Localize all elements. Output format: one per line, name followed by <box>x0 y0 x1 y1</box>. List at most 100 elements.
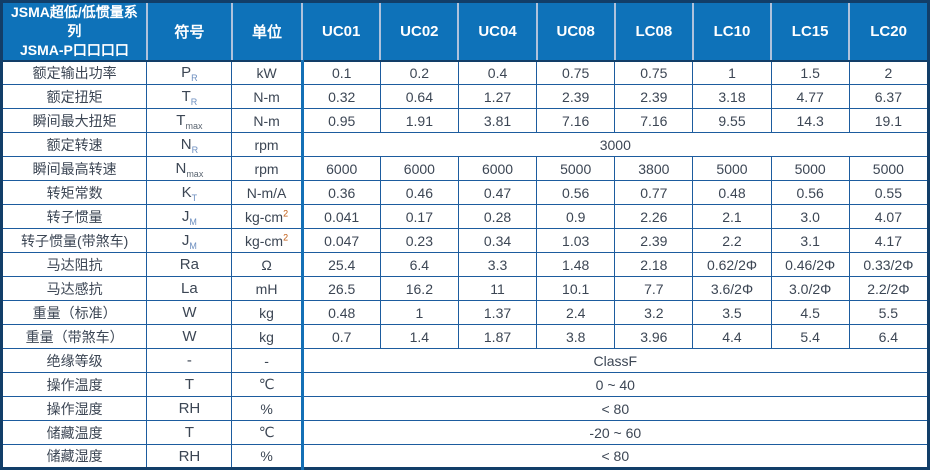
symbol-base: Ra <box>179 256 199 274</box>
unit-cell: rpm <box>231 156 303 182</box>
symbol-cell: RH <box>146 396 233 422</box>
spec-row-16: 储藏温度 T ℃ -20 ~ 60 <box>0 420 930 446</box>
merged-value-cell: 3000 <box>300 132 930 158</box>
symbol-base: La <box>181 280 198 298</box>
value-cell-uc04: 0.47 <box>457 180 538 206</box>
unit-base: kg-cm <box>244 208 284 225</box>
value-cell-uc02: 16.2 <box>379 276 459 302</box>
symbol-cell: - <box>146 348 233 374</box>
spec-row-9: 马达阻抗 Ra Ω 25.4 6.4 3.3 1.48 2.18 0.62/2Φ 0.46/2Φ 0… <box>0 252 930 278</box>
symbol-cell: La <box>146 276 233 302</box>
value-cell-lc15: 3.0/2Φ <box>770 276 850 302</box>
symbol-subscript: M <box>189 241 197 252</box>
value-cell-uc08: 10.1 <box>536 276 616 302</box>
value-cell-lc20: 4.07 <box>848 204 930 230</box>
value-cell-lc15: 4.77 <box>770 84 850 110</box>
column-header-uc01: UC01 <box>301 1 381 62</box>
spec-row-4: 额定转速 NR rpm 3000 <box>0 132 930 158</box>
symbol-base: N <box>180 136 192 154</box>
unit-base: ℃ <box>258 424 275 441</box>
value-cell-uc04: 0.34 <box>457 228 538 254</box>
symbol-subscript: T <box>191 193 198 204</box>
row-label: 重量（带煞车） <box>0 324 148 350</box>
symbol-base: N <box>175 160 187 178</box>
value-cell-lc20: 0.33/2Φ <box>848 252 930 278</box>
value-cell-uc04: 1.37 <box>457 300 538 326</box>
spec-row-2: 额定扭矩 TR N-m 0.32 0.64 1.27 2.39 2.39 3.18 4.77 6.3… <box>0 84 930 110</box>
value-cell-uc01: 0.48 <box>300 300 381 326</box>
unit-base: N-m <box>253 112 280 129</box>
unit-base: kg <box>259 328 274 345</box>
merged-value-cell: 0 ~ 40 <box>300 372 930 398</box>
symbol-cell: TR <box>146 84 233 110</box>
symbol-base: RH <box>178 400 201 418</box>
value-cell-lc15: 0.46/2Φ <box>770 252 850 278</box>
symbol-cell: T <box>146 420 233 446</box>
value-cell-uc08: 1.48 <box>536 252 616 278</box>
value-cell-uc04: 0.28 <box>457 204 538 230</box>
series-title-line2: JSMA-P口口口口 <box>19 41 129 58</box>
row-label: 额定扭矩 <box>0 84 148 110</box>
unit-superscript: 2 <box>283 208 289 219</box>
symbol-base: T <box>176 112 186 130</box>
value-cell-uc01: 26.5 <box>300 276 381 302</box>
value-cell-lc10: 1 <box>692 60 772 86</box>
spec-row-14: 操作温度 T ℃ 0 ~ 40 <box>0 372 930 398</box>
value-cell-lc20: 6.4 <box>848 324 930 350</box>
value-cell-lc10: 2.2 <box>692 228 772 254</box>
unit-column-header: 单位 <box>230 1 303 62</box>
symbol-subscript: max <box>185 121 203 132</box>
value-cell-uc04: 6000 <box>457 156 538 182</box>
value-cell-uc02: 0.46 <box>379 180 459 206</box>
row-label: 瞬间最高转速 <box>0 156 148 182</box>
value-cell-lc20: 2 <box>848 60 930 86</box>
unit-base: Ω <box>261 256 272 273</box>
symbol-base: - <box>186 352 192 370</box>
column-header-uc02: UC02 <box>379 1 459 62</box>
value-cell-lc08: 7.16 <box>614 108 694 134</box>
unit-base: - <box>264 352 269 369</box>
symbol-cell: RH <box>146 444 233 470</box>
symbol-subscript: M <box>189 217 197 228</box>
symbol-cell: Nmax <box>146 156 233 182</box>
value-cell-uc01: 6000 <box>300 156 381 182</box>
value-cell-uc08: 2.39 <box>536 84 616 110</box>
symbol-cell: JM <box>146 228 233 254</box>
spec-row-1: 额定输出功率 PR kW 0.1 0.2 0.4 0.75 0.75 1 1.5 2 <box>0 60 930 86</box>
value-cell-lc10: 3.6/2Φ <box>692 276 772 302</box>
value-cell-lc15: 3.1 <box>770 228 850 254</box>
value-cell-lc08: 0.77 <box>614 180 694 206</box>
value-cell-uc02: 0.23 <box>379 228 459 254</box>
symbol-cell: NR <box>146 132 233 158</box>
value-cell-lc20: 0.55 <box>848 180 930 206</box>
unit-cell: N-m <box>231 84 303 110</box>
series-title-line1: JSMA超低/低惯量系列 <box>11 4 138 39</box>
unit-base: rpm <box>254 136 279 153</box>
value-cell-lc20: 5.5 <box>848 300 930 326</box>
row-label: 重量（标准） <box>0 300 148 326</box>
unit-cell: kg <box>231 324 303 350</box>
spec-row-7: 转子惯量 JM kg-cm2 0.041 0.17 0.28 0.9 2.26 2.1 3.0 4.… <box>0 204 930 230</box>
symbol-base: T <box>184 424 194 442</box>
spec-row-13: 绝缘等级 - - ClassF <box>0 348 930 374</box>
symbol-base: W <box>182 304 197 322</box>
value-cell-uc08: 7.16 <box>536 108 616 134</box>
value-cell-uc02: 1.4 <box>379 324 459 350</box>
spec-row-6: 转矩常数 KT N-m/A 0.36 0.46 0.47 0.56 0.77 0.48 0.56 0… <box>0 180 930 206</box>
unit-base: N-m/A <box>246 184 287 201</box>
unit-cell: N-m/A <box>231 180 303 206</box>
value-cell-lc10: 0.48 <box>692 180 772 206</box>
value-cell-uc01: 0.1 <box>300 60 381 86</box>
value-cell-lc08: 3.2 <box>614 300 694 326</box>
unit-cell: rpm <box>231 132 303 158</box>
spec-row-8: 转子惯量(带煞车) JM kg-cm2 0.047 0.23 0.34 1.03 2.39 2.… <box>0 228 930 254</box>
value-cell-lc15: 0.56 <box>770 180 850 206</box>
row-label: 额定输出功率 <box>0 60 148 86</box>
value-cell-lc10: 2.1 <box>692 204 772 230</box>
unit-base: mH <box>255 280 278 297</box>
spec-row-3: 瞬间最大扭矩 Tmax N-m 0.95 1.91 3.81 7.16 7.16 9.55 14.… <box>0 108 930 134</box>
row-label: 马达阻抗 <box>0 252 148 278</box>
value-cell-uc01: 0.32 <box>300 84 381 110</box>
column-header-lc20: LC20 <box>848 1 929 62</box>
